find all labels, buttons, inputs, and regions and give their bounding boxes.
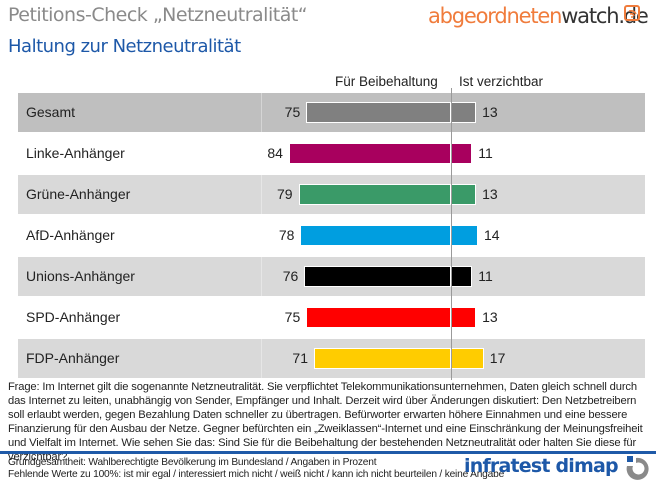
category-label: Grüne-Anhänger: [26, 186, 131, 202]
bar-ist-verzichtbar: [451, 102, 477, 123]
category-label: Gesamt: [26, 104, 76, 120]
bar-fuer-beibehaltung: [300, 225, 451, 246]
center-axis-line: [451, 88, 452, 380]
chart-area: Gesamt 75 13 Linke-Anhänger 84 11 Grüne-Anhäng…: [18, 93, 645, 378]
value-label-fuer-beibehaltung: 84: [267, 145, 283, 161]
footer-notes: Grundgesamtheit: Wahlberechtigte Bevölke…: [8, 457, 504, 481]
category-label: Linke-Anhänger: [26, 145, 125, 161]
row-column-separator: [261, 339, 262, 378]
chart-row-6: FDP-Anhänger 71 17: [18, 339, 645, 378]
row-column-separator: [261, 134, 262, 173]
category-label: AfD-Anhänger: [26, 227, 115, 243]
abgeordnetenwatch-logo: abgeordnetenwatch.de: [428, 4, 649, 28]
row-column-separator: [261, 93, 262, 132]
bar-fuer-beibehaltung: [306, 102, 451, 123]
row-column-separator: [261, 298, 262, 337]
chart-row-5: SPD-Anhänger 75 13: [18, 298, 645, 337]
chart-row-1: Linke-Anhänger 84 11: [18, 134, 645, 173]
row-column-separator: [261, 175, 262, 214]
bar-ist-verzichtbar: [451, 143, 473, 164]
chart-subtitle: Haltung zur Netzneutralität: [8, 36, 241, 57]
value-label-fuer-beibehaltung: 75: [284, 104, 301, 120]
category-label: Unions-Anhänger: [26, 268, 135, 284]
infratest-dimap-logo-icon: [626, 456, 649, 480]
category-label: FDP-Anhänger: [26, 350, 120, 366]
row-column-separator: [261, 216, 262, 255]
value-label-ist-verzichtbar: 13: [482, 104, 498, 120]
row-column-separator: [261, 257, 262, 296]
logo-text-part1: abgeordneten: [428, 4, 562, 28]
survey-question: Frage: Im Internet gilt die sogenannte N…: [8, 381, 643, 463]
value-label-ist-verzichtbar: 13: [482, 309, 498, 325]
value-label-ist-verzichtbar: 11: [478, 268, 493, 284]
value-label-fuer-beibehaltung: 79: [276, 186, 293, 202]
value-label-fuer-beibehaltung: 75: [284, 309, 301, 325]
chart-row-3: AfD-Anhänger 78 14: [18, 216, 645, 255]
footer-line-1: Grundgesamtheit: Wahlberechtigte Bevölke…: [8, 457, 377, 468]
value-label-ist-verzichtbar: 14: [484, 227, 500, 243]
abgeordnetenwatch-logo-icon: [624, 5, 640, 21]
bar-fuer-beibehaltung: [306, 307, 451, 328]
chart-row-0: Gesamt 75 13: [18, 93, 645, 132]
value-label-fuer-beibehaltung: 78: [278, 227, 295, 243]
bar-ist-verzichtbar: [451, 307, 477, 328]
value-label-ist-verzichtbar: 13: [482, 186, 498, 202]
bar-ist-verzichtbar: [451, 225, 479, 246]
bar-ist-verzichtbar: [451, 266, 473, 287]
bar-ist-verzichtbar: [451, 184, 477, 205]
legend-ist-verzichtbar: Ist verzichtbar: [459, 74, 544, 89]
bar-fuer-beibehaltung: [288, 143, 451, 164]
bar-fuer-beibehaltung: [298, 184, 451, 205]
value-label-ist-verzichtbar: 17: [489, 350, 506, 366]
footer-line-2: Fehlende Werte zu 100%: ist mir egal / i…: [8, 469, 505, 480]
value-label-ist-verzichtbar: 11: [478, 145, 493, 161]
bar-fuer-beibehaltung: [313, 348, 451, 369]
category-label: SPD-Anhänger: [26, 309, 121, 325]
logo-text-part2: watch.de: [561, 4, 649, 28]
chart-row-2: Grüne-Anhänger 79 13: [18, 175, 645, 214]
value-label-fuer-beibehaltung: 71: [292, 350, 308, 366]
value-label-fuer-beibehaltung: 76: [282, 268, 299, 284]
page-title: Petitions-Check „Netzneutralität“: [8, 4, 308, 26]
legend-for-beibehaltung: Für Beibehaltung: [335, 74, 438, 89]
infratest-dimap-logo: infratest dimap: [464, 455, 619, 477]
chart-row-4: Unions-Anhänger 76 11: [18, 257, 645, 296]
bar-fuer-beibehaltung: [304, 266, 451, 287]
footer-divider: [0, 451, 656, 454]
bar-ist-verzichtbar: [451, 348, 484, 369]
